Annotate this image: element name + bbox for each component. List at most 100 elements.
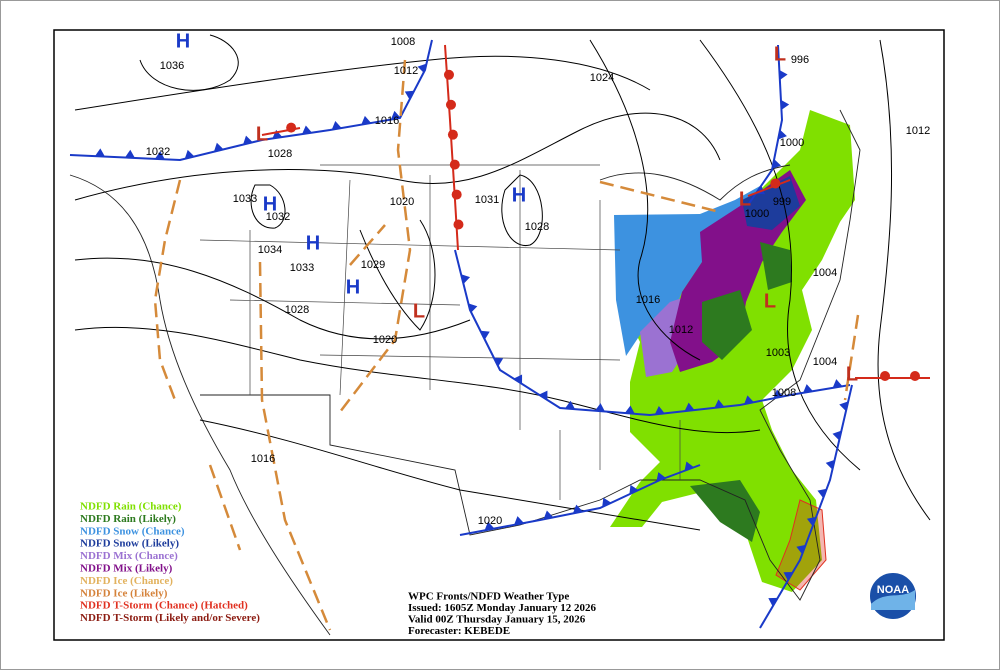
precip-area xyxy=(690,480,760,542)
isobar-label: 1003 xyxy=(766,347,790,359)
state-lines xyxy=(199,164,681,500)
legend-entry: NDFD Mix (Chance) xyxy=(80,550,178,562)
isobar xyxy=(589,39,701,361)
isobar-label: 1033 xyxy=(233,193,257,205)
trough-front xyxy=(153,179,182,401)
labels-layer: 1036 1032 1028 1033 1032 1034 1033 1028 1029 1020… xyxy=(79,30,930,637)
front-symbol xyxy=(832,379,843,388)
front-symbol xyxy=(538,390,548,401)
legend-entry: NDFD T-Storm (Chance) (Hatched) xyxy=(80,600,248,612)
isobar-label: 999 xyxy=(773,196,791,208)
front-symbol xyxy=(468,303,478,314)
info-line: Forecaster: KEBEDE xyxy=(408,625,510,637)
high-center: H xyxy=(512,184,526,206)
front-symbol xyxy=(453,219,464,230)
logo-wave xyxy=(871,590,915,610)
front-symbol xyxy=(880,371,890,381)
isobar xyxy=(74,257,471,340)
low-center: L xyxy=(256,123,268,145)
isobar xyxy=(139,34,239,91)
info-line: Valid 00Z Thursday January 15, 2026 xyxy=(408,614,586,626)
front-symbol xyxy=(480,330,490,340)
front-symbol xyxy=(783,571,793,581)
front-symbol xyxy=(513,374,523,384)
isobar xyxy=(501,174,543,246)
front-symbol xyxy=(361,115,372,125)
isobar xyxy=(699,39,861,471)
isobar-label: 1024 xyxy=(590,72,614,84)
low-center: L xyxy=(739,188,751,210)
front-symbol xyxy=(832,430,842,441)
front-symbol xyxy=(714,399,725,408)
isobar-label: 996 xyxy=(791,54,809,66)
isobar-label: 1020 xyxy=(373,334,397,346)
isobar-label: 1012 xyxy=(669,324,693,336)
front-symbol xyxy=(779,69,788,80)
cold-front xyxy=(759,384,853,629)
front-symbol xyxy=(302,125,312,135)
west-coast xyxy=(69,174,331,636)
fronts xyxy=(69,39,930,631)
front-symbol xyxy=(624,405,635,414)
isobar xyxy=(359,219,436,331)
front-symbol xyxy=(404,90,415,100)
precipitation-layer xyxy=(610,110,855,592)
front-symbol xyxy=(451,189,462,200)
low-center: L xyxy=(774,43,786,65)
trough-front xyxy=(208,464,242,551)
isobar-label: 1031 xyxy=(475,194,499,206)
isobar-label: 1032 xyxy=(146,146,170,158)
front-symbol xyxy=(565,400,576,410)
isobar-label: 1000 xyxy=(780,137,804,149)
legend-entry: NDFD Ice (Chance) xyxy=(80,575,173,587)
front-symbol xyxy=(602,497,612,507)
front-symbol xyxy=(910,371,920,381)
isobar-label: 1028 xyxy=(285,304,309,316)
isobar-label: 1034 xyxy=(258,244,282,256)
noaa-logo: NOAA xyxy=(868,571,918,621)
isobar-label: 1008 xyxy=(391,36,415,48)
legend-entry: NDFD Ice (Likely) xyxy=(80,587,168,599)
isobar-label: 1016 xyxy=(375,115,399,127)
front-symbol xyxy=(656,472,666,482)
isobar-label: 1029 xyxy=(361,259,385,271)
front-symbol xyxy=(778,129,787,140)
isobar-label: 1004 xyxy=(813,267,837,279)
front-symbol xyxy=(684,461,694,471)
front-symbol xyxy=(184,149,195,159)
legend-entry: NDFD T-Storm (Likely and/or Severe) xyxy=(80,612,260,624)
isobar-label: 1000 xyxy=(745,208,769,220)
isobars xyxy=(74,34,931,531)
front-symbol xyxy=(461,274,471,284)
great-lakes xyxy=(599,164,791,201)
trough-front xyxy=(349,224,386,266)
front-symbol xyxy=(773,389,784,399)
high-center: H xyxy=(306,232,320,254)
front-symbol xyxy=(803,384,813,393)
precip-area xyxy=(742,176,800,230)
front-symbol xyxy=(654,405,665,415)
isobar-label: 1012 xyxy=(906,125,930,137)
front-symbol xyxy=(629,484,639,495)
front-symbol xyxy=(744,395,754,405)
logo-text: NOAA xyxy=(877,584,909,596)
front-symbol xyxy=(806,516,817,527)
precip-area xyxy=(702,290,752,360)
isobar-label: 1036 xyxy=(160,60,184,72)
front-symbol xyxy=(286,122,297,133)
legend-entry: NDFD Rain (Chance) xyxy=(80,501,182,513)
front-symbol xyxy=(572,504,583,514)
front-symbol xyxy=(94,148,105,157)
cold-front xyxy=(459,464,701,536)
legend-entry: NDFD Snow (Likely) xyxy=(80,538,179,550)
front-symbol xyxy=(825,459,835,470)
front-symbol xyxy=(780,99,790,110)
isobar-label: 1008 xyxy=(772,387,796,399)
front-symbol xyxy=(124,149,135,158)
front-symbol xyxy=(443,69,454,80)
isobar-label: 1033 xyxy=(290,262,314,274)
isobar-label: 1028 xyxy=(525,221,549,233)
low-center: L xyxy=(846,363,858,385)
front-symbol xyxy=(839,401,849,412)
isobar-label: 1020 xyxy=(478,515,502,527)
